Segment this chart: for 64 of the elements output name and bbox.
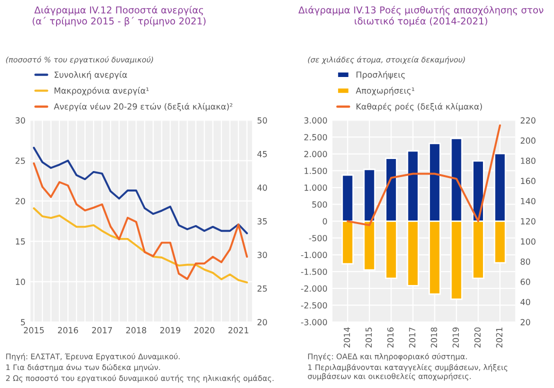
x-tick-label: 2015 — [366, 328, 372, 348]
line-series — [346, 124, 501, 226]
chart-title: Διάγραμμα IV.13 Ροές μισθωτής απασχόλησης στον ιδιωτικό τομέα (2014-2021) — [298, 6, 544, 26]
y-tick-label: -1.500 — [301, 268, 327, 275]
y-tick-label: 20 — [16, 198, 26, 204]
y-tick-label: 1.000 — [304, 184, 327, 191]
line-series — [32, 207, 248, 284]
y-tick-label: -2.500 — [301, 302, 327, 309]
x-tick-label: 2020 — [194, 327, 214, 334]
x-tick-label: 2014 — [344, 327, 350, 348]
y-tick-label: 500 — [312, 201, 327, 208]
y2-tick-label: 180 — [520, 158, 536, 164]
y2-tick-label: 35 — [258, 218, 267, 224]
y-tick-label: -1.000 — [301, 252, 327, 258]
x-tick-label: 2018 — [126, 327, 146, 334]
legend-label: Αποχωρήσεις¹ — [356, 86, 414, 96]
y2-tick-label: 200 — [520, 137, 536, 144]
y-tick-label: -2.000 — [301, 285, 327, 292]
legend-label: Ανεργία νέων 20-29 ετών (δεξιά κλίμακα)² — [54, 102, 232, 112]
x-tick-label: 2017 — [409, 328, 416, 348]
x-tick-label: 2017 — [92, 327, 112, 334]
y-tick-label: 5 — [20, 319, 25, 326]
y-tick-label: 1.500 — [304, 168, 327, 174]
y2-tick-label: 160 — [520, 178, 536, 184]
x-tick-label: 2020 — [474, 327, 481, 348]
chart-title: Διάγραμμα IV.12 Ποσοστά ανεργίας (α΄ τρίμηνο 2015 - β΄ τρίμηνο 2021) — [32, 6, 206, 26]
y2-tick-label: 100 — [520, 238, 536, 245]
y-tick-label: -3.000 — [301, 319, 327, 326]
legend-label: Καθαρές ροές (δεξιά κλίμακα) — [356, 102, 482, 112]
x-tick-label: 2021 — [496, 328, 502, 348]
x-tick-label: 2019 — [160, 327, 180, 334]
x-tick-label: 2018 — [430, 327, 438, 348]
x-tick-label: 2016 — [387, 327, 394, 348]
line-series — [32, 162, 248, 280]
legend-label: Μακροχρόνια ανεργία¹ — [54, 86, 149, 96]
y-tick-label: 30 — [16, 117, 26, 124]
y-tick-label: 25 — [16, 158, 25, 164]
y-tick-label: 2.000 — [304, 150, 327, 158]
x-tick-label: 2019 — [452, 327, 459, 348]
y2-tick-label: 120 — [520, 218, 536, 224]
y-tick-label: -500 — [309, 234, 327, 242]
y-tick-label: 0 — [322, 218, 327, 224]
y2-tick-label: 25 — [258, 285, 267, 292]
y2-tick-label: 45 — [257, 150, 267, 158]
y2-tick-label: 20 — [520, 319, 530, 326]
x-tick-label: 2021 — [228, 327, 248, 334]
y-tick-label: 3.000 — [304, 117, 327, 124]
y2-tick-label: 20 — [258, 319, 267, 326]
x-tick-label: 2015 — [24, 327, 44, 334]
y2-tick-label: 60 — [520, 278, 530, 285]
x-tick-label: 2016 — [58, 327, 78, 334]
y-tick-label: 10 — [16, 278, 26, 285]
y-tick-label: 2.500 — [304, 134, 327, 140]
y2-tick-label: 50 — [258, 117, 267, 124]
y2-tick-label: 30 — [258, 252, 267, 258]
line-series — [32, 146, 248, 234]
y2-tick-label: 220 — [520, 117, 536, 124]
y2-tick-label: 40 — [520, 298, 530, 306]
legend-label: Συνολική ανεργία — [54, 71, 128, 80]
legend-label: Προσλήψεις — [356, 71, 405, 80]
y-tick-label: 15 — [16, 238, 25, 245]
y2-tick-label: 140 — [520, 198, 536, 204]
y2-tick-label: 80 — [520, 258, 530, 265]
y2-tick-label: 40 — [257, 184, 267, 191]
